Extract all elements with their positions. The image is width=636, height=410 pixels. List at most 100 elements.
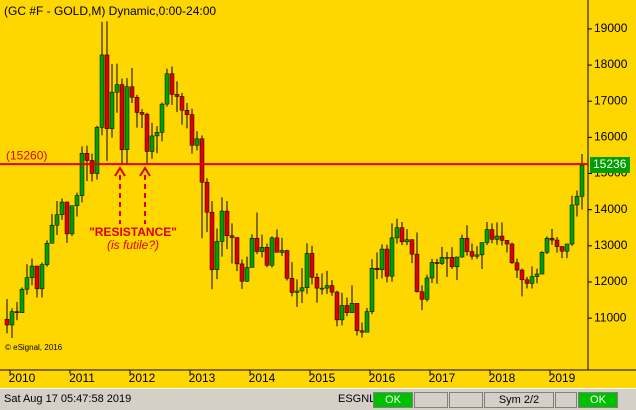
candle-body: [264, 247, 270, 266]
candle-body: [469, 251, 475, 257]
candle-body: [454, 256, 460, 268]
feed-state[interactable]: OK: [373, 392, 413, 408]
background: [0, 0, 636, 388]
candle-body: [504, 240, 510, 245]
candle-body: [494, 235, 500, 240]
feed: ESGNL:: [338, 393, 379, 405]
y-tick-label: 14000: [594, 202, 628, 216]
candle-body: [274, 237, 280, 253]
candle-body: [99, 54, 105, 128]
candle-body: [159, 103, 165, 133]
candle-body: [574, 196, 580, 206]
candle-body: [124, 86, 130, 150]
y-tick-label: 18000: [594, 57, 628, 71]
candle-body: [394, 227, 400, 239]
candle-body: [344, 305, 350, 313]
candle-body: [14, 311, 20, 313]
symbol[interactable]: Sym 2/2: [484, 392, 554, 408]
candle-body: [129, 86, 135, 98]
candle-body: [529, 276, 535, 284]
candle-body: [54, 214, 60, 226]
candle-body: [539, 252, 545, 275]
y-tick-label: 13000: [594, 238, 628, 252]
status-cell: [414, 392, 448, 408]
candle-body: [289, 278, 295, 293]
candle-body: [9, 311, 15, 326]
candle-body: [39, 264, 45, 290]
candle-body: [329, 285, 335, 293]
candle-body: [69, 205, 75, 235]
candle-body: [489, 229, 495, 240]
candle-body: [189, 114, 195, 146]
candle-body: [559, 246, 565, 252]
candle-body: [444, 257, 450, 259]
candle-body: [104, 54, 110, 129]
candle-body: [479, 242, 485, 256]
candle-body: [199, 138, 205, 183]
candle-body: [369, 267, 375, 312]
candle-body: [564, 243, 570, 252]
x-tick-label: 2010: [9, 371, 36, 385]
candle-body: [404, 239, 410, 243]
chart-title: (GC #F - GOLD,M) Dynamic,0:00-24:00: [4, 4, 216, 18]
candle-body: [49, 224, 55, 244]
arrow-head: [139, 166, 151, 177]
candle-body: [149, 135, 155, 152]
candle-body: [219, 210, 225, 242]
candle-body: [114, 84, 120, 93]
candle-body: [409, 239, 415, 255]
candle-body: [44, 243, 50, 265]
candle-body: [24, 277, 30, 290]
candle-body: [269, 237, 275, 266]
candle-body: [399, 227, 405, 243]
candle-body: [579, 164, 585, 197]
candle-body: [384, 248, 390, 277]
candle-body: [484, 229, 490, 243]
candle-body: [84, 153, 90, 161]
candle-body: [434, 262, 440, 264]
datetime: Sat Aug 17 05:47:58 2019: [4, 393, 132, 405]
symbol-state[interactable]: OK: [578, 392, 618, 408]
candle-body: [64, 201, 70, 235]
candle-body: [509, 243, 515, 264]
x-tick-label: 2015: [309, 371, 336, 385]
x-tick-label: 2013: [189, 371, 216, 385]
y-tick-label: 17000: [594, 93, 628, 107]
candle-body: [169, 73, 175, 95]
candle-body: [184, 110, 190, 115]
candle-body: [209, 211, 215, 270]
candle-body: [359, 330, 365, 333]
candle-body: [254, 237, 260, 252]
annotation: "RESISTANCE": [89, 225, 177, 239]
chart: (GC #F - GOLD,M) Dynamic,0:00-24:00 "RES…: [0, 0, 636, 388]
x-tick-label: 2014: [249, 371, 276, 385]
candle-body: [364, 311, 370, 333]
candle-body: [379, 248, 385, 270]
y-tick-label: 19000: [594, 21, 628, 35]
candle-body: [389, 237, 395, 277]
candle-body: [229, 235, 235, 238]
candle-body: [94, 126, 100, 174]
candle-body: [419, 291, 425, 300]
status-cell: [555, 392, 577, 408]
candle-body: [569, 204, 575, 245]
candle-body: [534, 273, 540, 277]
candle-body: [514, 262, 520, 271]
candle-body: [134, 96, 140, 113]
candle-body: [309, 253, 315, 278]
candle-body: [259, 247, 265, 252]
candle-body: [304, 253, 310, 288]
candle-body: [74, 195, 80, 206]
candle-body: [474, 254, 480, 257]
candle-body: [34, 265, 40, 290]
candle-body: [144, 113, 150, 152]
candle-body: [349, 303, 355, 313]
candle-body: [524, 279, 530, 284]
status-bar: Sat Aug 17 05:47:58 2019 ESGNL: OK Sym 2…: [0, 388, 636, 410]
candle-body: [244, 267, 250, 282]
candle-body: [464, 237, 470, 252]
candle-body: [339, 305, 345, 321]
y-tick-label: 12000: [594, 274, 628, 288]
candle-body: [354, 303, 360, 332]
annotation-sub: (is futile?): [107, 238, 159, 252]
